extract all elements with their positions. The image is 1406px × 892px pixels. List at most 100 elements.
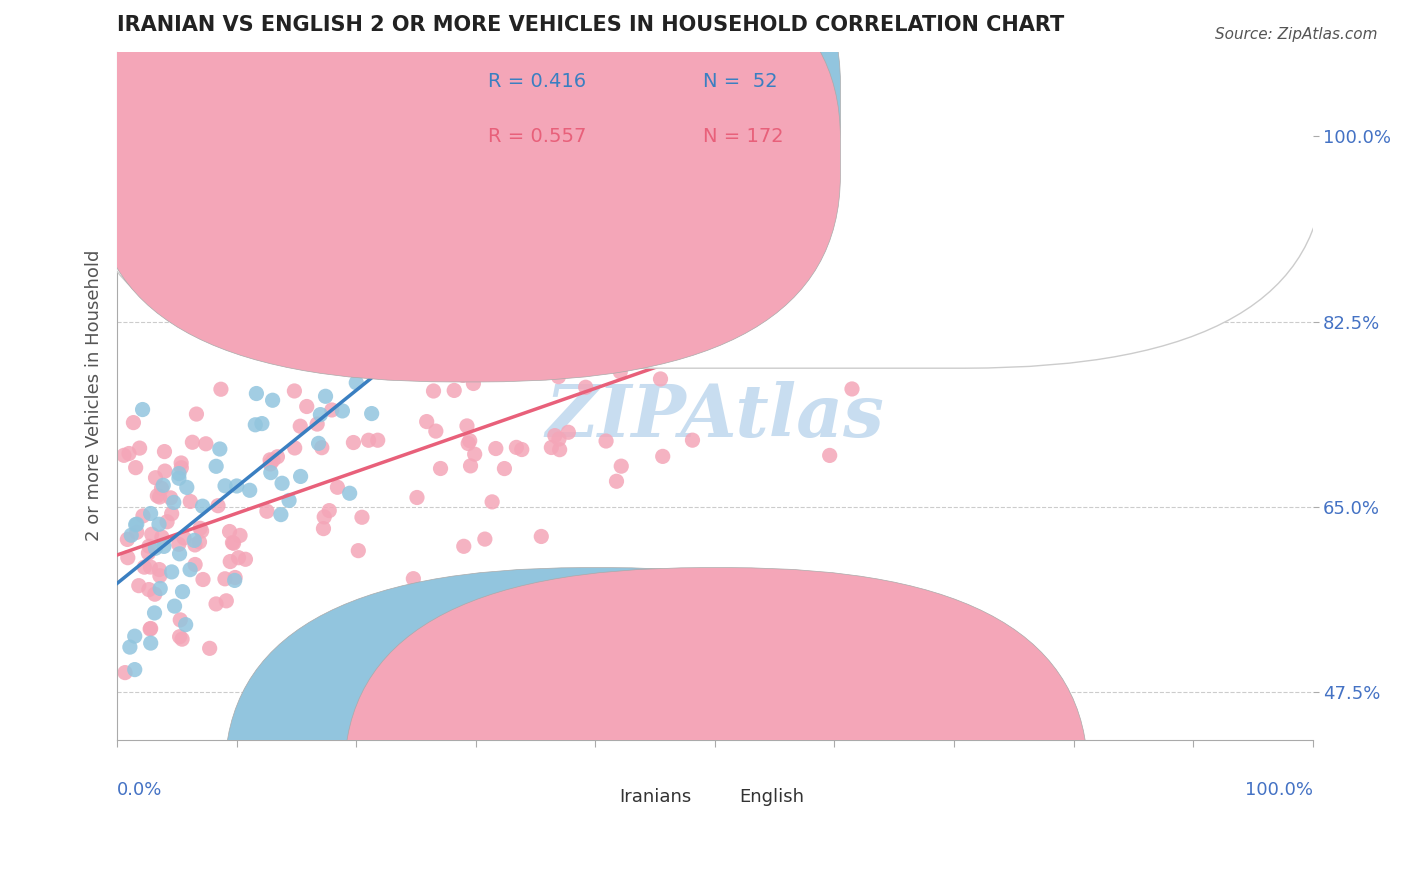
English <box>1219 159 1241 173</box>
Iranians <box>278 493 301 508</box>
Iranians <box>205 459 228 474</box>
English <box>138 546 160 560</box>
English <box>342 435 364 450</box>
Text: N = 172: N = 172 <box>703 128 783 146</box>
English <box>1098 318 1121 333</box>
English <box>117 533 139 547</box>
Iranians <box>308 436 330 450</box>
English <box>547 369 569 384</box>
English <box>150 530 173 544</box>
Iranians <box>152 478 174 492</box>
English <box>818 449 841 463</box>
English <box>214 572 236 586</box>
Text: ZIPAtlas: ZIPAtlas <box>546 381 884 452</box>
English <box>1154 155 1177 169</box>
Iranians <box>176 480 198 494</box>
English <box>548 442 571 457</box>
English <box>1136 178 1159 192</box>
English <box>402 572 425 586</box>
English <box>139 622 162 636</box>
English <box>1146 104 1168 119</box>
English <box>186 407 208 421</box>
English <box>453 539 475 553</box>
English <box>357 434 380 448</box>
English <box>205 597 228 611</box>
English <box>460 458 482 473</box>
Iranians <box>167 471 190 485</box>
English <box>1254 147 1277 161</box>
English <box>682 433 704 447</box>
English <box>1071 221 1094 235</box>
English <box>845 349 868 363</box>
English <box>783 300 806 314</box>
Iranians <box>191 499 214 513</box>
English <box>128 579 150 593</box>
Iranians <box>271 476 294 491</box>
English <box>173 531 195 545</box>
English <box>181 435 204 450</box>
Iranians <box>160 565 183 579</box>
English <box>153 444 176 458</box>
Iranians <box>167 467 190 481</box>
English <box>595 434 617 448</box>
Iranians <box>225 479 247 493</box>
Iranians <box>149 582 172 596</box>
English <box>307 417 329 431</box>
Y-axis label: 2 or more Vehicles in Household: 2 or more Vehicles in Household <box>86 250 103 541</box>
Iranians <box>148 517 170 532</box>
Iranians <box>153 540 176 554</box>
English <box>575 380 598 394</box>
English <box>118 446 141 460</box>
English <box>188 521 211 535</box>
English <box>124 460 146 475</box>
English <box>169 630 191 644</box>
English <box>540 441 562 455</box>
English <box>1035 210 1057 224</box>
English <box>321 403 343 417</box>
English <box>1174 156 1197 170</box>
English <box>481 495 503 509</box>
English <box>222 536 245 550</box>
English <box>960 167 983 181</box>
English <box>190 524 212 538</box>
English <box>1067 196 1090 211</box>
English <box>834 244 856 258</box>
English <box>494 461 516 475</box>
FancyBboxPatch shape <box>93 0 841 382</box>
English <box>145 471 167 485</box>
English <box>980 192 1002 206</box>
Iranians <box>145 541 167 556</box>
Iranians <box>124 663 146 677</box>
Iranians <box>207 308 229 322</box>
Iranians <box>315 389 337 403</box>
English <box>1137 257 1160 271</box>
English <box>1071 183 1094 197</box>
English <box>172 632 194 647</box>
English <box>932 248 955 262</box>
Iranians <box>245 386 267 401</box>
English <box>986 250 1008 264</box>
Text: 0.0%: 0.0% <box>117 781 163 799</box>
Iranians <box>124 629 146 643</box>
Iranians <box>332 404 354 418</box>
English <box>235 552 257 566</box>
English <box>219 555 242 569</box>
Iranians <box>139 636 162 650</box>
English <box>804 336 827 351</box>
English <box>546 351 568 366</box>
English <box>1253 95 1275 109</box>
Iranians <box>360 407 382 421</box>
Iranians <box>183 533 205 548</box>
English <box>256 504 278 518</box>
English <box>184 558 207 572</box>
English <box>141 527 163 541</box>
English <box>433 363 456 377</box>
English <box>290 419 312 434</box>
English <box>1146 149 1168 163</box>
Iranians <box>169 547 191 561</box>
Iranians <box>163 599 186 614</box>
Iranians <box>245 417 267 432</box>
FancyBboxPatch shape <box>82 0 1324 368</box>
English <box>458 434 481 448</box>
English <box>1271 154 1294 169</box>
